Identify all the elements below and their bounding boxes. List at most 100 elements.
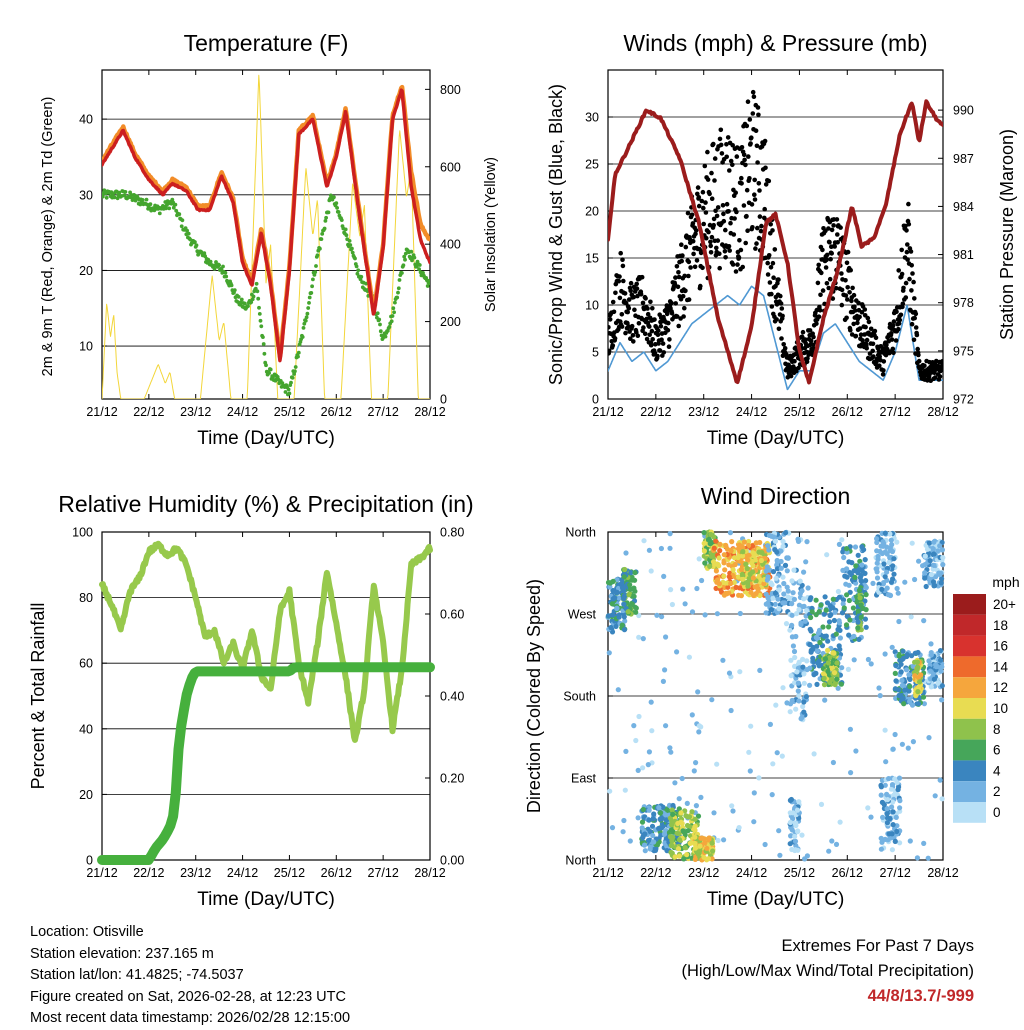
direction-point <box>616 595 622 601</box>
direction-point <box>832 609 838 615</box>
direction-point <box>787 627 793 633</box>
direction-point <box>674 649 680 655</box>
gust-point <box>696 203 702 209</box>
gust-point <box>814 307 820 313</box>
direction-point <box>781 591 787 597</box>
gust-point <box>845 249 851 255</box>
direction-point <box>846 632 852 638</box>
direction-point <box>607 580 613 586</box>
direction-point <box>789 578 795 584</box>
direction-point <box>852 544 859 550</box>
direction-point <box>799 832 805 838</box>
dewpoint-point <box>322 226 327 231</box>
direction-point <box>793 706 799 712</box>
gust-point <box>727 168 732 173</box>
direction-point <box>831 650 837 656</box>
gust-point <box>641 325 646 330</box>
direction-point <box>903 667 910 673</box>
direction-point <box>809 609 815 615</box>
direction-point <box>880 543 886 549</box>
direction-point <box>708 531 714 538</box>
winds-plot-area <box>608 89 943 391</box>
gust-point <box>721 211 726 217</box>
dewpoint-point <box>397 278 402 282</box>
legend-label: 16 <box>993 639 1008 654</box>
direction-point <box>857 595 863 601</box>
x-tick-label: 21/12 <box>592 866 623 880</box>
direction-point <box>879 586 885 593</box>
gust-point <box>870 341 876 347</box>
dewpoint-point <box>221 264 225 269</box>
direction-point <box>897 805 903 811</box>
gust-point <box>612 336 618 341</box>
direction-point <box>800 664 806 670</box>
direction-point <box>909 702 916 708</box>
direction-point <box>642 831 648 837</box>
y2-tick-label: 600 <box>440 160 461 174</box>
direction-point <box>878 835 884 841</box>
direction-point <box>874 566 880 572</box>
gust-point <box>707 191 712 197</box>
gust-point <box>851 292 857 298</box>
direction-point <box>902 579 908 585</box>
direction-point <box>782 600 788 606</box>
direction-point <box>891 792 897 798</box>
gust-point <box>701 205 706 211</box>
direction-point <box>721 560 727 566</box>
y2-tick-label: 0.60 <box>440 608 464 622</box>
direction-point <box>938 580 944 586</box>
gust-point <box>896 321 902 326</box>
gust-point <box>907 276 912 282</box>
direction-point <box>852 574 858 581</box>
gust-point <box>897 317 903 323</box>
direction-point <box>796 698 802 704</box>
direction-point <box>721 573 727 579</box>
direction-point <box>801 709 807 715</box>
dewpoint-point <box>229 283 234 288</box>
gust-point <box>835 232 840 237</box>
direction-point <box>646 547 653 553</box>
gust-point <box>905 242 910 247</box>
gust-point <box>909 321 915 327</box>
direction-point <box>726 574 732 580</box>
direction-point <box>901 683 907 689</box>
direction-point <box>884 551 890 557</box>
direction-point <box>632 570 638 576</box>
direction-point <box>840 601 846 607</box>
direction-point <box>796 659 802 665</box>
gust-point <box>727 248 732 253</box>
direction-point <box>853 748 859 754</box>
direction-point <box>621 596 627 602</box>
direction-point <box>893 662 899 669</box>
direction-point <box>813 597 819 603</box>
x-tick-label: 26/12 <box>832 866 863 880</box>
direction-point <box>778 565 784 571</box>
gust-point <box>762 206 767 212</box>
winds-title: Winds (mph) & Pressure (mb) <box>623 30 927 56</box>
direction-point <box>738 566 745 573</box>
figure-created: Figure created on Sat, 2026-02-28, at 12… <box>30 988 346 1005</box>
direction-point <box>798 620 804 626</box>
direction-point <box>906 688 912 694</box>
gust-point <box>909 263 914 268</box>
direction-point <box>716 555 722 561</box>
gust-point <box>913 311 919 317</box>
gust-point <box>714 213 720 219</box>
y-tick-label: 10 <box>585 299 599 313</box>
direction-point <box>692 856 698 863</box>
direction-point <box>636 713 642 720</box>
gust-point <box>804 359 810 365</box>
x-tick-label: 21/12 <box>592 405 623 419</box>
direction-point <box>777 852 783 858</box>
gust-point <box>617 295 623 301</box>
direction-point <box>639 825 645 831</box>
direction-point <box>687 840 693 847</box>
gust-point <box>758 228 764 234</box>
station-pressure-line <box>608 99 943 385</box>
direction-point <box>717 541 723 547</box>
direction-point <box>621 614 627 620</box>
gust-point <box>738 247 744 253</box>
y2-tick-label: 0 <box>440 393 447 407</box>
direction-point <box>657 816 663 822</box>
